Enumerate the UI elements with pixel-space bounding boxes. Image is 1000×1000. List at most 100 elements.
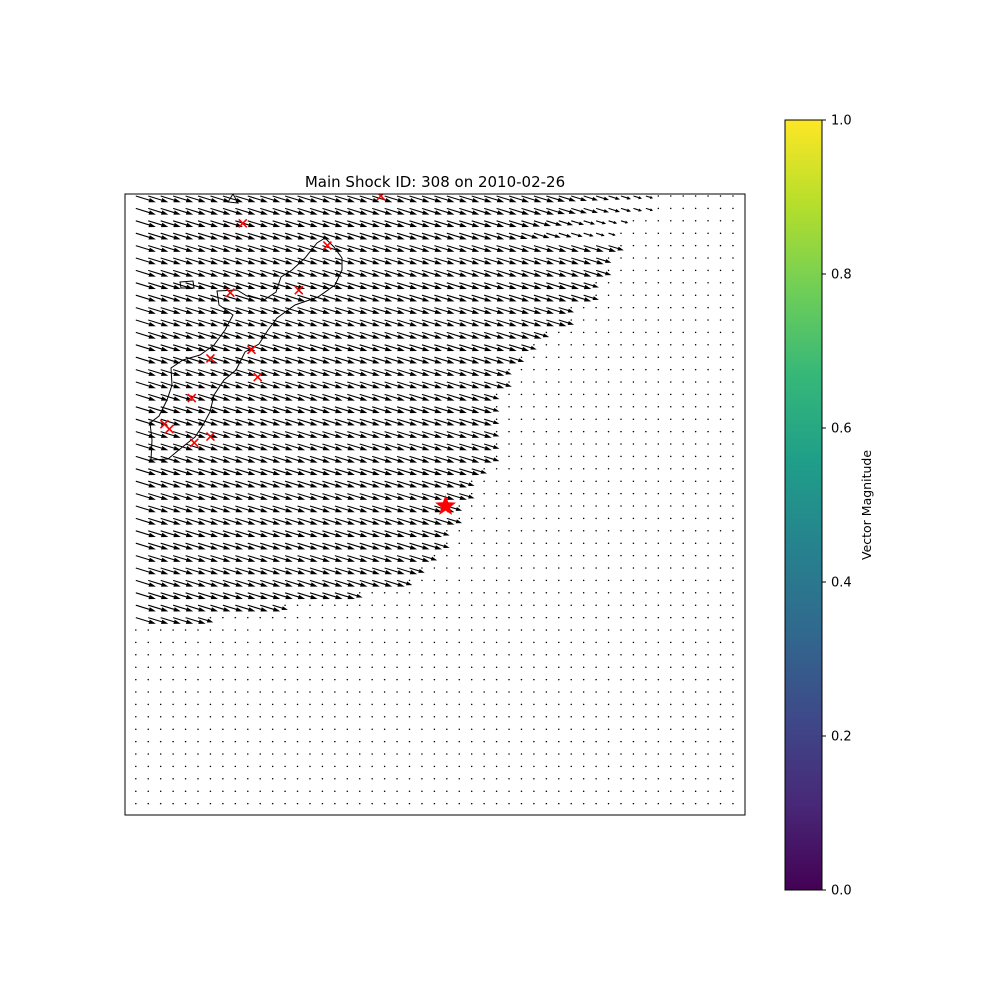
vector-arrow bbox=[222, 567, 243, 575]
vector-arrow bbox=[459, 195, 480, 203]
vector-arrow bbox=[247, 493, 268, 500]
vector-dot bbox=[334, 604, 336, 606]
vector-arrow bbox=[334, 592, 355, 600]
vector-arrow bbox=[347, 493, 368, 500]
vector-dot bbox=[607, 579, 610, 582]
vector-arrow bbox=[409, 207, 430, 215]
vector-dot bbox=[470, 778, 473, 780]
vector-dot bbox=[309, 678, 311, 681]
vector-dot bbox=[545, 356, 548, 358]
vector-arrow bbox=[222, 542, 243, 550]
vector-dot bbox=[545, 443, 548, 445]
vector-dot bbox=[458, 728, 461, 730]
vector-arrow bbox=[359, 220, 380, 228]
vector-dot bbox=[259, 765, 261, 768]
vector-arrow bbox=[483, 431, 500, 437]
vector-arrow bbox=[483, 220, 505, 228]
vector-arrow bbox=[396, 406, 418, 414]
vector-dot bbox=[259, 716, 261, 718]
vector-arrow bbox=[334, 418, 355, 426]
vector-arrow bbox=[483, 232, 505, 240]
vector-dot bbox=[470, 480, 473, 482]
vector-arrow bbox=[372, 282, 393, 290]
vector-arrow bbox=[409, 517, 430, 525]
vector-arrow bbox=[260, 418, 281, 426]
vector-dot bbox=[520, 393, 523, 396]
vector-dot bbox=[558, 480, 560, 482]
vector-dot bbox=[620, 356, 622, 358]
vector-dot bbox=[570, 666, 572, 668]
vector-arrow bbox=[322, 455, 343, 463]
vector-dot bbox=[645, 244, 647, 247]
vector-arrow bbox=[633, 195, 643, 200]
vector-dot bbox=[296, 654, 299, 656]
vector-dot bbox=[607, 616, 610, 619]
vector-dot bbox=[259, 778, 261, 780]
vector-arrow bbox=[160, 207, 181, 215]
vector-dot bbox=[670, 381, 672, 383]
vector-dot bbox=[197, 716, 199, 718]
vector-dot bbox=[495, 492, 498, 495]
vector-arrow bbox=[309, 567, 331, 575]
vector-dot bbox=[707, 554, 709, 557]
vector-dot bbox=[222, 728, 224, 730]
vector-arrow bbox=[409, 356, 430, 364]
vector-dot bbox=[694, 579, 697, 582]
vector-dot bbox=[657, 331, 660, 334]
vector-arrow bbox=[172, 579, 194, 587]
vector-dot bbox=[321, 604, 324, 606]
vector-arrow bbox=[446, 493, 467, 500]
vector-arrow bbox=[334, 307, 355, 314]
vector-arrow bbox=[172, 257, 194, 265]
vector-dot bbox=[309, 790, 311, 792]
vector-dot bbox=[446, 641, 448, 644]
vector-dot bbox=[470, 579, 473, 582]
vector-dot bbox=[309, 802, 311, 805]
vector-arrow bbox=[421, 319, 443, 327]
vector-dot bbox=[670, 716, 672, 718]
vector-dot bbox=[645, 306, 647, 309]
vector-dot bbox=[595, 368, 597, 371]
vector-arrow bbox=[185, 232, 206, 240]
vector-arrow bbox=[309, 369, 331, 376]
vector-arrow bbox=[434, 418, 455, 426]
vector-dot bbox=[533, 740, 535, 743]
vector-arrow bbox=[483, 344, 505, 352]
vector-dot bbox=[446, 666, 448, 668]
vector-arrow bbox=[471, 393, 492, 401]
vector-dot bbox=[570, 368, 572, 371]
aftershock-marker bbox=[253, 372, 263, 382]
vector-arrow bbox=[297, 331, 318, 339]
vector-arrow bbox=[359, 344, 380, 352]
vector-arrow bbox=[372, 567, 393, 575]
vector-dot bbox=[383, 678, 386, 681]
vector-dot bbox=[433, 716, 436, 718]
vector-dot bbox=[595, 604, 597, 606]
vector-arrow bbox=[558, 307, 575, 313]
vector-dot bbox=[209, 716, 212, 718]
aftershock-marker bbox=[225, 288, 235, 298]
vector-arrow bbox=[235, 431, 256, 438]
vector-dot bbox=[533, 802, 535, 805]
vector-dot bbox=[520, 554, 523, 557]
vector-dot bbox=[632, 244, 635, 247]
vector-dot bbox=[234, 740, 237, 743]
vector-arrow bbox=[471, 269, 492, 277]
vector-arrow bbox=[583, 232, 594, 237]
vector-dot bbox=[371, 740, 373, 743]
vector-dot bbox=[508, 542, 510, 544]
vector-dot bbox=[334, 778, 336, 780]
vector-dot bbox=[172, 790, 174, 792]
vector-dot bbox=[694, 331, 697, 334]
vector-dot bbox=[334, 728, 336, 730]
vector-arrow bbox=[247, 207, 268, 215]
vector-dot bbox=[321, 716, 324, 718]
vector-dot bbox=[707, 294, 709, 296]
vector-arrow bbox=[471, 443, 492, 451]
vector-dot bbox=[558, 393, 560, 396]
vector-arrow bbox=[483, 269, 505, 277]
vector-dot bbox=[607, 282, 610, 284]
vector-dot bbox=[707, 207, 709, 210]
vector-dot bbox=[271, 691, 274, 693]
vector-arrow bbox=[558, 294, 579, 302]
